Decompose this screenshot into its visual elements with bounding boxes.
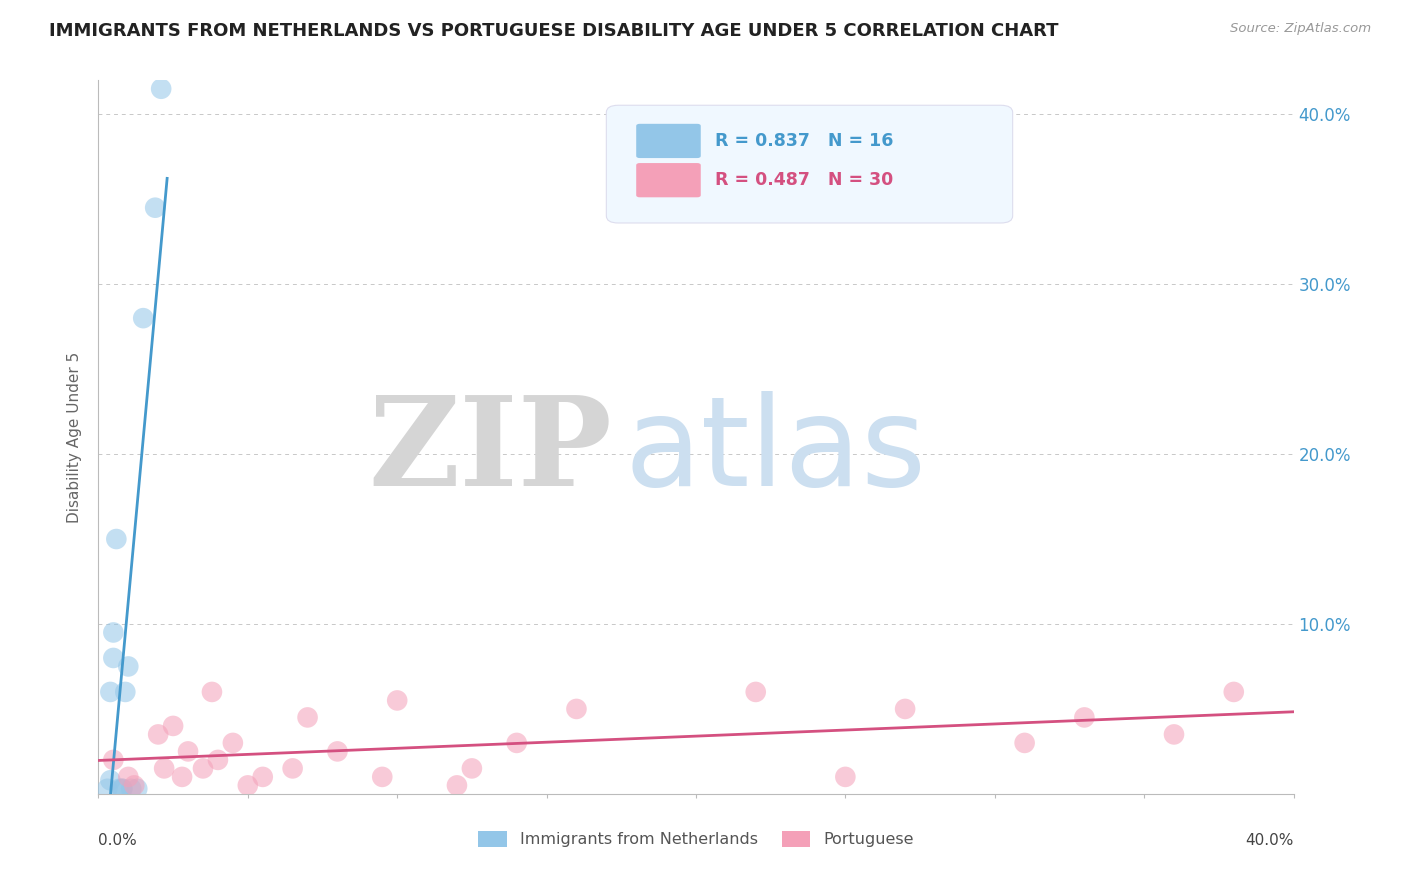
Point — [111, 781, 134, 796]
Point — [252, 770, 274, 784]
Point — [111, 781, 134, 796]
Point — [127, 781, 149, 796]
FancyBboxPatch shape — [637, 163, 700, 197]
FancyBboxPatch shape — [606, 105, 1012, 223]
Point — [105, 532, 128, 546]
Point — [1163, 727, 1185, 741]
Point — [177, 744, 200, 758]
Text: 40.0%: 40.0% — [1246, 833, 1294, 848]
Point — [96, 781, 118, 796]
Point — [745, 685, 768, 699]
Point — [371, 770, 394, 784]
Point — [103, 651, 125, 665]
Point — [103, 625, 125, 640]
Text: ZIP: ZIP — [368, 391, 613, 512]
Point — [98, 773, 122, 788]
Point — [236, 778, 259, 792]
Point — [1014, 736, 1036, 750]
Point — [222, 736, 245, 750]
Point — [132, 311, 155, 326]
FancyBboxPatch shape — [637, 124, 700, 158]
Point — [114, 685, 136, 699]
Point — [201, 685, 224, 699]
Text: atlas: atlas — [624, 391, 927, 512]
Legend: Immigrants from Netherlands, Portuguese: Immigrants from Netherlands, Portuguese — [472, 824, 920, 854]
Point — [153, 761, 176, 775]
Point — [461, 761, 484, 775]
Point — [1073, 710, 1095, 724]
Point — [124, 778, 146, 792]
Point — [834, 770, 856, 784]
Point — [297, 710, 319, 724]
Point — [565, 702, 588, 716]
Text: 0.0%: 0.0% — [98, 833, 138, 848]
Text: Source: ZipAtlas.com: Source: ZipAtlas.com — [1230, 22, 1371, 36]
Point — [162, 719, 184, 733]
Point — [120, 781, 142, 796]
Text: IMMIGRANTS FROM NETHERLANDS VS PORTUGUESE DISABILITY AGE UNDER 5 CORRELATION CHA: IMMIGRANTS FROM NETHERLANDS VS PORTUGUES… — [49, 22, 1059, 40]
Point — [385, 693, 409, 707]
Point — [894, 702, 917, 716]
Point — [117, 659, 139, 673]
Y-axis label: Disability Age Under 5: Disability Age Under 5 — [67, 351, 83, 523]
Point — [207, 753, 229, 767]
Text: R = 0.837   N = 16: R = 0.837 N = 16 — [716, 132, 893, 150]
Point — [326, 744, 349, 758]
Text: R = 0.487   N = 30: R = 0.487 N = 30 — [716, 171, 893, 189]
Point — [98, 685, 122, 699]
Point — [506, 736, 529, 750]
Point — [143, 201, 166, 215]
Point — [148, 727, 170, 741]
Point — [150, 82, 173, 96]
Point — [191, 761, 214, 775]
Point — [108, 781, 131, 796]
Point — [446, 778, 468, 792]
Point — [103, 753, 125, 767]
Point — [1223, 685, 1246, 699]
Point — [281, 761, 304, 775]
Point — [172, 770, 194, 784]
Point — [117, 770, 139, 784]
